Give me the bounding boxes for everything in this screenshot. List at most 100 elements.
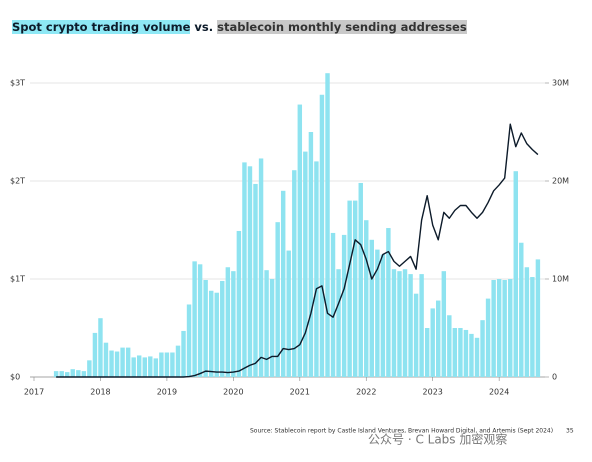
bar [441,271,447,377]
bar [280,190,286,377]
bar [436,300,441,377]
bar [142,357,147,377]
bar [496,279,502,377]
x-tick-label: 2020 [223,388,243,397]
bar [159,352,164,377]
bar [352,200,358,377]
bar [375,249,380,377]
bar [209,290,214,377]
bar [413,293,419,377]
title-part: vs. [194,20,214,34]
x-tick-label: 2019 [157,388,177,397]
bar [87,360,92,377]
bar [303,151,308,377]
bar [131,357,136,377]
bar [519,242,524,377]
title-part: stablecoin monthly sending addresses [217,20,467,34]
watermark: 公众号 · C Labs 加密观察 [368,432,507,447]
bar [463,329,469,377]
bar [469,333,474,377]
bar [148,356,153,377]
bar [391,269,397,377]
y2-tick-label: 20M [552,177,569,186]
bar [408,274,413,377]
x-tick-label: 2022 [356,388,376,397]
bar [164,352,170,377]
bar [325,73,330,377]
bar [336,269,341,377]
bar [530,277,535,377]
bar [120,347,125,377]
x-tick-label: 2024 [489,388,509,397]
bar [65,372,70,377]
chart-title: Spot crypto trading volume vs. stablecoi… [12,20,467,34]
y-tick-label: $1T [10,275,25,284]
bar [242,162,247,377]
bar [214,292,219,377]
bar [380,254,386,377]
title-part: Spot crypto trading volume [12,20,191,34]
bar [314,161,319,377]
bar [458,328,463,377]
bar [286,250,291,377]
bar [474,337,480,377]
bar [491,279,496,377]
bar [347,200,352,377]
bar [136,355,142,377]
bar [103,342,109,377]
bar [264,270,269,377]
bar [292,170,297,377]
bar [297,104,303,377]
bar [192,261,197,377]
y2-tick-label: 10M [552,275,569,284]
y2-tick-label: 0 [552,373,557,382]
bar [109,350,114,377]
bar [358,182,363,377]
bar [258,158,264,377]
bar [269,279,275,377]
bar [513,171,518,377]
bar [231,271,236,377]
bar [430,308,435,377]
bar [247,166,253,377]
source: Source: Stablecoin report by Castle Isla… [250,428,553,435]
bar [535,259,541,377]
bar [186,304,192,377]
bar [447,315,452,377]
bar [236,230,242,377]
bar [502,279,507,377]
bar [203,279,208,377]
bar [98,318,103,377]
y-tick-label: $0 [10,373,20,382]
bar [419,274,424,377]
bar [59,371,64,377]
x-tick-label: 2017 [24,388,44,397]
bar [76,370,81,377]
bar [70,369,75,377]
bar [424,328,430,377]
bar [364,220,369,377]
bar [402,269,408,377]
x-tick-label: 2023 [423,388,443,397]
x-tick-label: 2018 [90,388,110,397]
line [56,123,539,378]
bar [319,94,325,377]
bar [330,232,336,377]
bar [369,239,374,377]
bar [125,347,131,377]
bar [175,345,181,377]
bar [114,351,120,377]
y-tick-label: $2T [10,177,25,186]
bar [81,371,87,377]
y2-tick-label: 30M [552,79,569,88]
bar [485,298,491,377]
bar [225,267,231,377]
bar [181,330,186,377]
bar [341,234,347,377]
bar [153,358,159,377]
bar [170,352,175,377]
bar [220,280,225,377]
bar [397,271,402,377]
